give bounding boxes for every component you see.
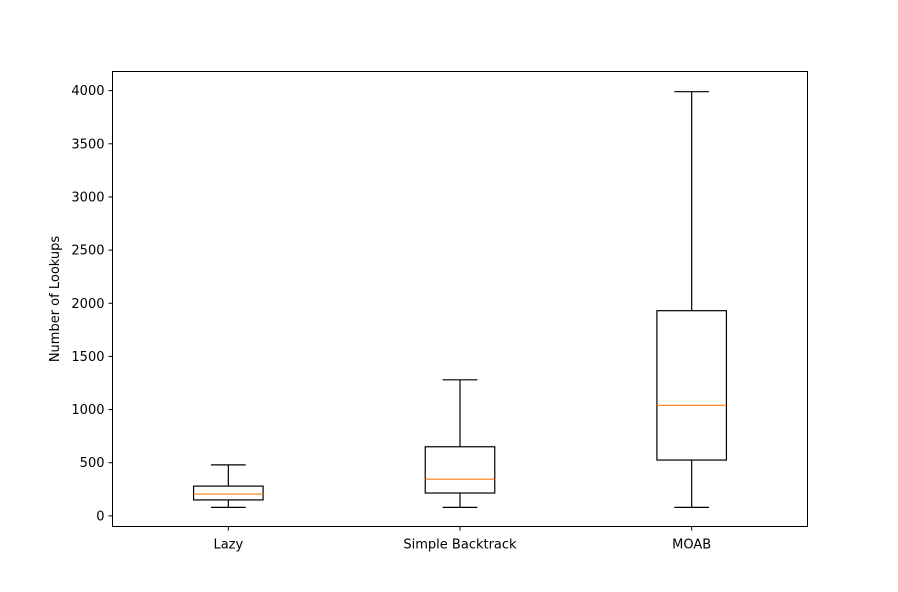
y-axis-label: Number of Lookups bbox=[48, 236, 63, 363]
box-iqr bbox=[656, 310, 728, 461]
box-lazy bbox=[192, 464, 264, 508]
box-iqr bbox=[424, 446, 496, 494]
y-tick-label: 3000 bbox=[71, 190, 104, 205]
y-tick-label: 0 bbox=[96, 509, 104, 524]
y-tick-label: 2500 bbox=[71, 244, 104, 259]
box-simple-backtrack bbox=[424, 379, 496, 508]
x-tick-label: Lazy bbox=[213, 538, 243, 553]
x-tick-label: Simple Backtrack bbox=[403, 538, 517, 553]
y-tick-label: 500 bbox=[80, 456, 105, 471]
y-tick-label: 2000 bbox=[71, 297, 104, 312]
plot-area bbox=[192, 91, 728, 508]
y-tick-label: 1500 bbox=[71, 350, 104, 365]
y-tick-label: 3500 bbox=[71, 137, 104, 152]
y-tick-label: 4000 bbox=[71, 84, 104, 99]
y-tick-label: 1000 bbox=[71, 403, 104, 418]
box-iqr bbox=[192, 485, 264, 501]
box-moab bbox=[656, 91, 728, 508]
plot-frame bbox=[112, 71, 808, 527]
y-axis: 0 500 1000 1500 2000 2500 3000 3500 4000 bbox=[71, 84, 113, 524]
x-tick-label: MOAB bbox=[672, 538, 711, 553]
x-axis: Lazy Simple Backtrack MOAB bbox=[213, 526, 711, 553]
